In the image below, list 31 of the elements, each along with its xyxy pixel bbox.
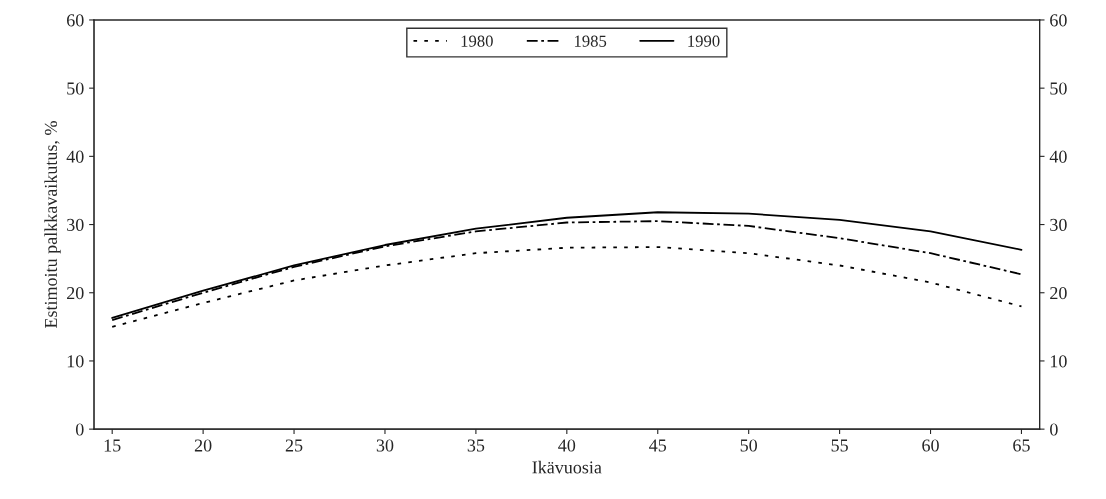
x-tick-label: 20 (194, 439, 212, 452)
x-tick-label: 55 (831, 439, 848, 452)
x-tick-label: 45 (649, 439, 667, 452)
y2-tick-label: 0 (1050, 423, 1058, 436)
y-tick-label: 10 (67, 355, 84, 368)
y-tick-label: 40 (66, 150, 84, 163)
x-tick-label: 40 (558, 439, 576, 452)
y2-tick-label: 20 (1050, 287, 1067, 300)
x-tick-label: 25 (285, 439, 303, 452)
y-tick-label: 0 (75, 423, 84, 436)
y2-tick-label: 10 (1050, 355, 1067, 368)
legend-label: 1985 (574, 35, 607, 47)
legend-label: 1980 (461, 35, 493, 47)
y-tick-label: 50 (67, 82, 84, 95)
x-tick-label: 65 (1013, 439, 1030, 452)
x-tick-label: 35 (467, 439, 485, 452)
y2-tick-label: 60 (1050, 14, 1067, 27)
y-tick-label: 60 (67, 14, 84, 27)
x-tick-label: 15 (104, 439, 121, 452)
x-tick-label: 30 (376, 439, 394, 452)
y-tick-label: 30 (67, 218, 84, 231)
line-series (111, 246, 1023, 328)
y-axis-title: Estimoitu palkkavaikutus, % (44, 121, 61, 329)
x-axis-title: Ikävuosia (532, 460, 602, 474)
legend-label: 1990 (688, 35, 720, 47)
x-tick-label: 50 (740, 439, 758, 452)
y2-tick-label: 30 (1050, 218, 1067, 231)
x-tick-label: 60 (922, 439, 939, 452)
y-tick-label: 20 (67, 287, 84, 300)
y2-tick-label: 50 (1050, 82, 1067, 95)
y2-tick-label: 40 (1049, 150, 1067, 163)
